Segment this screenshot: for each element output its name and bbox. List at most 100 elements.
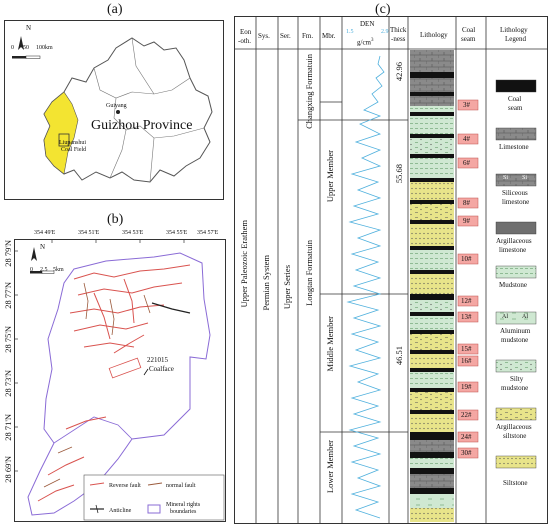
legend-arg-siltstone-1: Argillaceous	[496, 423, 532, 431]
panel-b-ytick-3: 28 75'N	[3, 326, 13, 353]
legend-al-mark-1: Al	[502, 314, 508, 320]
hdr-den: DEN	[360, 20, 375, 28]
hdr-thick-1: Thick	[390, 26, 407, 34]
panel-b-ytick-1: 28 79'N	[3, 240, 13, 267]
col-ser: Upper Series	[282, 265, 292, 310]
coal-seam-15: 15#	[461, 345, 472, 353]
hdr-legend-2: Legend	[505, 35, 526, 43]
legend-arg-limestone-1: Argillaceous	[496, 237, 532, 245]
legend-si-mark-2: Si	[522, 175, 528, 181]
panel-b-xtick-2: 354 51'E	[78, 230, 100, 236]
panel-b-scale-end: 5km	[53, 267, 64, 273]
col-mbr-lower: Lower Member	[325, 440, 335, 494]
panel-b-label: (b)	[107, 212, 124, 227]
legend-mineral-rights-1: Mineral rights	[166, 502, 201, 508]
coal-seam-19: 19#	[461, 383, 472, 391]
panel-a-scale-100: 100km	[36, 45, 53, 51]
guiyang-marker	[116, 110, 120, 114]
col-mbr-upper: Upper Member	[325, 150, 335, 203]
coal-seam-16: 16#	[461, 357, 472, 365]
legend-si-mark-1: Si	[503, 175, 509, 181]
panel-c-label: (c)	[375, 2, 391, 17]
hdr-thick-2: -ness	[391, 35, 406, 43]
north-arrow-icon	[18, 36, 24, 50]
panel-b-scale-mid: 2.5	[40, 267, 48, 273]
panel-a-scale-0: 0	[11, 45, 14, 51]
coal-seam-24: 24#	[461, 433, 472, 441]
legend-siliceous-2: limestone	[502, 198, 530, 206]
hdr-eon-2: -oth.	[238, 37, 252, 45]
hdr-den-max: 2.9	[381, 29, 389, 35]
coal-seam-30: 30#	[461, 449, 472, 457]
legend-silty-mudstone-2: mudstone	[501, 384, 529, 392]
legend-normal-fault: normal fault	[166, 483, 196, 489]
legend-al-mudstone-2: mudstone	[501, 336, 529, 344]
thickness-changxing: 42.96	[394, 62, 404, 82]
den-curve	[346, 55, 385, 519]
hdr-sys: Sys.	[258, 32, 270, 40]
coal-seam-3: 3#	[463, 101, 470, 109]
hdr-lithology: Lithology	[420, 31, 448, 39]
coalfield-label-2: Coal Field	[61, 147, 87, 153]
hdr-den-unit: g/cm3	[357, 38, 374, 47]
legend-silty-mudstone-1: Silty	[510, 375, 524, 383]
panel-b-ytick-5: 28 71'N	[3, 414, 13, 441]
hdr-fm: Fm.	[302, 32, 314, 40]
legend-siltstone: Siltstone	[503, 479, 528, 487]
hdr-coal-1: Coal	[462, 26, 476, 34]
thickness-middle: 46.51	[394, 346, 404, 366]
study-area-box	[58, 133, 70, 147]
hdr-legend-1: Lithology	[500, 26, 528, 34]
hdr-mbr: Mbr.	[322, 32, 336, 40]
lithology-column	[410, 50, 454, 522]
col-sys: Permian System	[261, 255, 271, 311]
legend-anticline: Anticline	[109, 508, 132, 514]
guiyang-label: Guiyang	[106, 103, 127, 109]
legend-al-mark-2: Al	[522, 314, 528, 320]
panel-b-xtick-5: 354 57'E	[197, 230, 219, 236]
hdr-coal-2: seam	[461, 35, 476, 43]
panel-b-ytick-4: 28 73'N	[3, 370, 13, 397]
legend-arg-siltstone-2: siltstone	[503, 432, 527, 440]
coalface-box	[108, 357, 142, 379]
panel-b-xtick-3: 354 53'E	[122, 230, 144, 236]
lithology-legend-swatches	[495, 79, 537, 469]
coal-seam-6: 6#	[463, 159, 470, 167]
panel-a-scale-50: 50	[23, 45, 29, 51]
hdr-ser: Ser.	[280, 32, 291, 40]
panel-a-map	[4, 20, 224, 200]
panel-b-xtick-1: 354 49'E	[34, 230, 56, 236]
coal-seam-22: 22#	[461, 411, 472, 419]
liupanshui-region	[43, 91, 79, 175]
panel-b-scale-0: 0	[30, 267, 33, 273]
province-label: Guizhou Province	[91, 118, 193, 133]
stratigraphic-column	[234, 16, 548, 524]
coal-seam-4: 4#	[463, 135, 470, 143]
coal-seam-9: 9#	[463, 217, 470, 225]
coal-seam-10: 10#	[461, 255, 472, 263]
anticline-line	[151, 302, 191, 314]
col-fm-longtan: Longtan Formatuin	[304, 240, 314, 306]
panel-a-north: N	[26, 24, 32, 32]
coalface-label: Coalface	[149, 365, 174, 373]
panel-a-label: (a)	[107, 2, 123, 17]
panel-b-xtick-4: 354 55'E	[166, 230, 188, 236]
panel-b-north: N	[40, 243, 46, 251]
legend-siliceous-1: Siliceous	[502, 189, 528, 197]
legend-coal-1: Coal	[508, 95, 522, 103]
panel-b-map	[14, 239, 226, 522]
legend-arg-limestone-2: limestone	[499, 246, 527, 254]
legend-coal-2: seam	[508, 104, 523, 112]
legend-reverse-fault: Reverse fault	[109, 483, 141, 489]
coal-seam-12: 12#	[461, 297, 472, 305]
coalface-id: 221015	[147, 356, 168, 364]
hdr-den-min: 1.5	[346, 29, 354, 35]
panel-b-ytick-2: 28 77'N	[3, 282, 13, 309]
legend-mudstone: Mudstone	[499, 281, 527, 289]
col-eon: Upper Paleozoic Erathem	[239, 220, 249, 308]
thickness-upper: 55.68	[394, 164, 404, 184]
coal-seam-8: 8#	[463, 199, 470, 207]
panel-b-ytick-6: 28 69'N	[3, 456, 13, 483]
coal-seam-13: 13#	[461, 313, 472, 321]
legend-mineral-rights-2: boundaries	[170, 509, 197, 515]
